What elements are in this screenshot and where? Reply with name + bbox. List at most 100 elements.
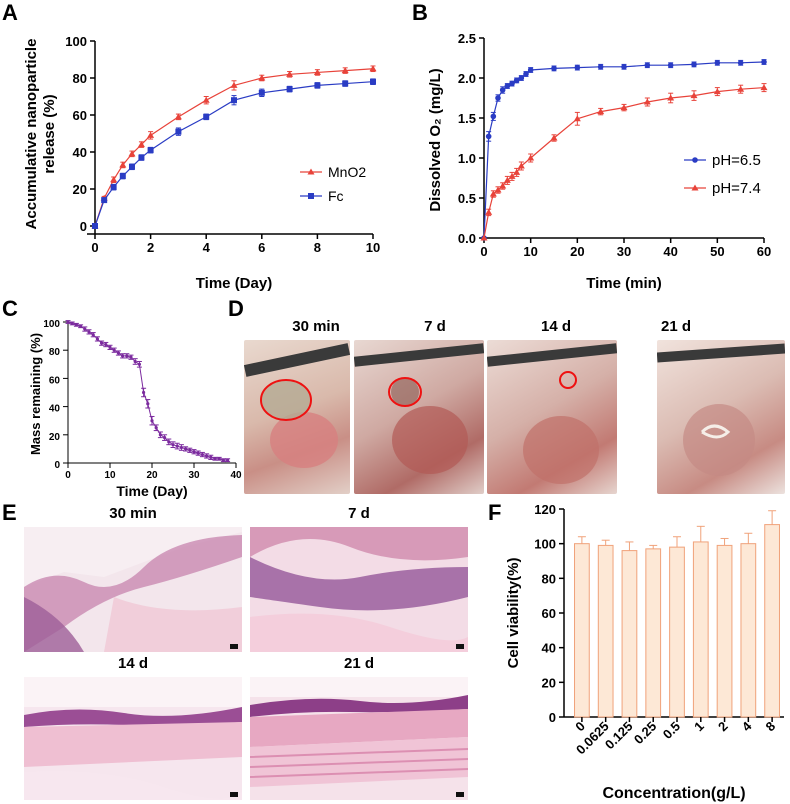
f-xtick-label: 0.5 [660,719,683,742]
histology-30min-art [24,527,242,652]
hist-title-3: 14 d [117,655,148,672]
C-point [66,320,70,324]
f-xtick-label: 0.25 [631,719,660,748]
B-point [527,67,534,73]
B-ytick-label: 1.5 [458,111,476,126]
C-point [104,342,108,347]
A-point [369,65,377,72]
A-point [230,81,238,88]
C-point [95,337,99,341]
panel-letter-d: D [228,296,244,321]
C-point [100,341,104,345]
B-ytick-label: 0.0 [458,231,476,246]
f-xtick-label: 0.125 [602,719,636,753]
f-xtick-label: 4 [739,718,755,734]
A-point [175,128,182,135]
A-ytick-label: 60 [73,108,87,123]
f-ytick-label: 0 [549,710,556,725]
B-point [508,172,516,179]
C-point [188,448,192,452]
wound-photo-7d [354,340,484,494]
histology-14d-art [24,677,242,800]
B-point [737,60,744,66]
histology-7d [250,527,468,652]
C-point [83,327,87,331]
B-point [499,87,506,93]
A-xtick-label: 4 [203,240,211,255]
wound-photo-30min-art [244,343,350,468]
A-point [147,147,154,154]
C-point [129,355,133,359]
A-xtick-label: 2 [147,240,154,255]
B-point [495,95,501,101]
B-point [527,154,535,161]
C-point [154,426,158,430]
f-bar [621,550,638,718]
C-point [112,348,116,352]
f-bar [669,546,685,718]
a-ylabel-line: Accumulative nanoparticle [23,39,40,230]
B-point [761,59,767,65]
A-xtick-label: 6 [258,240,265,255]
C-point [167,440,171,444]
C-point [226,458,230,462]
C-xtick-label: 30 [188,470,200,481]
C-ytick-label: 100 [43,319,60,330]
A-ytick-label: 0 [80,219,87,234]
A-ytick-label: 20 [73,182,87,197]
A-point [110,184,117,191]
C-xtick-label: 20 [146,470,158,481]
c-xlabel: Time (Day) [116,483,187,499]
A-point [370,78,376,85]
panel-letter-e: E [2,500,17,525]
A-ytick-label: 100 [65,34,87,49]
f-bar [740,543,757,718]
f-ytick-label: 40 [542,641,556,656]
A-xtick-label: 0 [91,240,98,255]
C-xtick-label: 0 [65,470,71,481]
histology-30min [24,527,242,652]
f-xtick-label: 1 [691,719,707,735]
B-point [513,168,521,175]
B-point [574,64,581,71]
wound-photo-7d-art [354,343,484,474]
f-bar [692,541,709,718]
B-point [644,62,651,68]
C-ytick-label: 60 [49,375,61,386]
B-point [494,186,502,193]
A-point [92,223,98,229]
C-point [137,362,141,366]
f-xtick-label: 8 [763,719,779,735]
B-point [620,104,628,111]
B-point [509,80,515,87]
f-ytick-label: 20 [542,675,556,690]
B-xtick-label: 50 [710,244,724,259]
B-point [480,234,488,241]
wound-photo-30min [244,340,350,494]
A-point [202,96,210,103]
hist-title-4: 21 d [343,655,374,672]
C-ytick-label: 20 [49,432,61,443]
A-point [128,163,135,170]
wound-photo-21d-art [657,343,785,476]
a-xlabel: Time (Day) [196,275,272,292]
B-point [691,61,697,68]
C-point [192,450,196,454]
a-ylabel-line: release (%) [41,94,58,173]
f-xlabel: Concentration(g/L) [602,785,745,802]
histology-21d [250,677,468,800]
f-ytick-label: 100 [534,537,556,552]
C-point [70,321,74,326]
panel-letter-b: B [412,0,428,25]
panel-letter-a: A [2,0,18,25]
A-point [286,70,294,77]
B-point [523,71,529,77]
C-point [133,359,137,364]
b-ylabel: Dissolved O₂ (mg/L) [427,68,444,211]
A-ytick-label: 40 [73,145,87,160]
C-point [91,333,95,337]
C-ytick-label: 80 [49,347,61,358]
histology-21d-art [250,677,468,797]
photo-title-4: 21 d [660,318,691,335]
